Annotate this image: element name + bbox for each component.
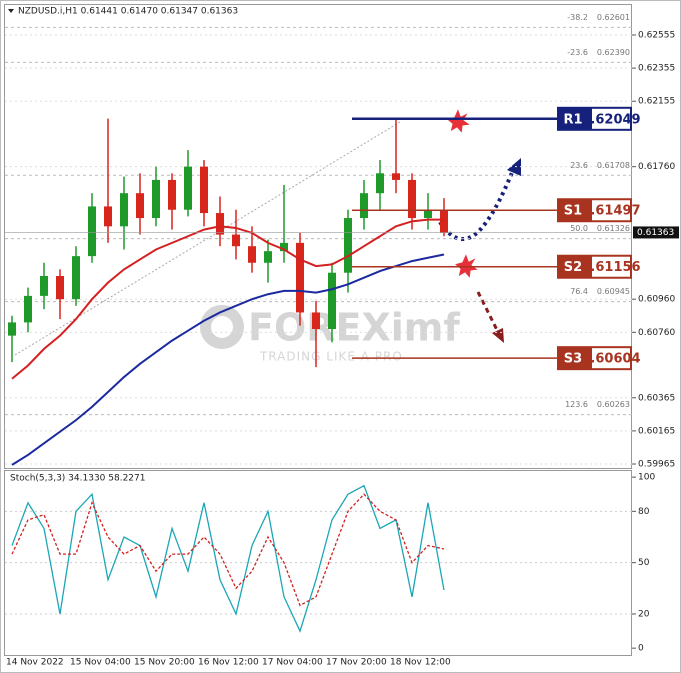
menu-arrow bbox=[8, 9, 14, 13]
y-tick-label: 0.62155 bbox=[638, 97, 675, 107]
level-tag bbox=[557, 346, 590, 371]
candle-body bbox=[440, 209, 448, 233]
x-tick-label: 16 Nov 12:00 bbox=[198, 658, 259, 668]
level-value: 0.61497 bbox=[581, 204, 640, 219]
y-tick-label: 0.62355 bbox=[638, 64, 675, 74]
y-tick-label: 100 bbox=[638, 473, 655, 483]
y-tick-label: 0.60365 bbox=[638, 393, 675, 403]
candle-body bbox=[152, 179, 160, 219]
candle-body bbox=[248, 246, 256, 263]
y-tick-label: 0.62555 bbox=[638, 30, 675, 40]
level-name: R1 bbox=[563, 112, 582, 127]
y-tick-label: 0.60760 bbox=[638, 328, 675, 338]
candle-body bbox=[72, 256, 80, 300]
y-tick-label: 0.59965 bbox=[638, 460, 675, 470]
candle-body bbox=[24, 295, 32, 323]
candle-body bbox=[376, 173, 384, 194]
x-tick-label: 17 Nov 04:00 bbox=[262, 658, 323, 668]
x-tick-label: 18 Nov 12:00 bbox=[390, 658, 451, 668]
candle-body bbox=[88, 206, 96, 257]
candle-body bbox=[264, 251, 272, 263]
level-value: 0.61156 bbox=[581, 260, 640, 275]
level-box bbox=[590, 254, 632, 279]
candle-body bbox=[344, 218, 352, 273]
fib-price: 0.62390 bbox=[597, 48, 630, 57]
candle-body bbox=[360, 193, 368, 219]
x-tick-label: 17 Nov 20:00 bbox=[326, 658, 387, 668]
level-box bbox=[590, 106, 632, 131]
fib-ratio: 50.0 bbox=[570, 224, 588, 233]
stoch-line bbox=[11, 484, 445, 633]
candle-body bbox=[328, 272, 336, 330]
level-tag bbox=[557, 198, 590, 223]
candle-body bbox=[120, 193, 128, 227]
candle-body bbox=[168, 179, 176, 210]
candle-body bbox=[216, 213, 224, 235]
moving-average bbox=[11, 218, 444, 380]
candle-body bbox=[184, 166, 192, 210]
candle-body bbox=[104, 206, 112, 227]
stoch-header: Stoch(5,3,3) 34.1330 58.2271 bbox=[10, 474, 145, 484]
fib-price: 0.60263 bbox=[597, 400, 630, 409]
y-tick-label: 0.60165 bbox=[638, 426, 675, 436]
x-tick-label: 15 Nov 20:00 bbox=[134, 658, 195, 668]
candle-body bbox=[392, 173, 400, 180]
current-price: 0.61363 bbox=[637, 228, 674, 238]
candle-body bbox=[280, 242, 288, 252]
tagline: TRADING LIKE A PRO bbox=[259, 350, 403, 364]
y-tick-label: 50 bbox=[638, 558, 650, 568]
arrow-head bbox=[507, 158, 521, 176]
candle-body bbox=[200, 166, 208, 214]
fib-price: 0.60945 bbox=[597, 287, 630, 296]
candle-body bbox=[232, 234, 240, 247]
candle-body bbox=[56, 276, 64, 300]
candle-body bbox=[424, 209, 432, 219]
candle-body bbox=[40, 276, 48, 296]
y-tick-label: 0 bbox=[638, 644, 644, 654]
fib-ratio: 123.6 bbox=[565, 400, 588, 409]
y-tick-label: 0.60960 bbox=[638, 295, 675, 305]
level-tag bbox=[557, 106, 590, 131]
level-tag bbox=[557, 254, 590, 279]
up-projection bbox=[438, 169, 515, 242]
watermark: FOREXimf bbox=[248, 306, 460, 350]
x-tick-label: 14 Nov 2022 bbox=[6, 658, 64, 668]
level-box bbox=[590, 198, 632, 223]
level-name: S3 bbox=[564, 352, 582, 367]
y-tick-label: 0.61760 bbox=[638, 162, 675, 172]
fib-ratio: -23.6 bbox=[567, 48, 588, 57]
fib-ratio: -38.2 bbox=[567, 13, 588, 22]
level-box bbox=[590, 346, 632, 371]
current-price-tag bbox=[633, 226, 679, 239]
level-name: S2 bbox=[564, 260, 582, 275]
moving-average bbox=[11, 253, 445, 466]
fib-ratio: 76.4 bbox=[570, 287, 588, 296]
stoch-line bbox=[11, 493, 445, 607]
level-name: S1 bbox=[564, 204, 582, 219]
candle-body bbox=[136, 193, 144, 219]
price-panel bbox=[4, 4, 632, 469]
symbol-header: NZDUSD.i,H1 0.61441 0.61470 0.61347 0.61… bbox=[18, 7, 238, 17]
trend-line bbox=[14, 121, 401, 356]
candle-body bbox=[296, 242, 304, 313]
level-value: 0.60604 bbox=[581, 352, 640, 367]
fib-price: 0.62601 bbox=[597, 13, 630, 22]
candle-body bbox=[408, 179, 416, 219]
y-tick-label: 20 bbox=[638, 609, 650, 619]
candle-body bbox=[8, 322, 16, 336]
fib-ratio: 23.6 bbox=[570, 161, 588, 170]
candle-body bbox=[312, 312, 320, 330]
arrow-head bbox=[492, 328, 504, 343]
fib-price: 0.61708 bbox=[597, 161, 630, 170]
y-tick-label: 80 bbox=[638, 507, 650, 517]
level-value: 0.62049 bbox=[581, 112, 640, 127]
down-projection bbox=[476, 291, 500, 333]
fib-price: 0.61326 bbox=[597, 224, 630, 233]
x-tick-label: 15 Nov 04:00 bbox=[70, 658, 131, 668]
